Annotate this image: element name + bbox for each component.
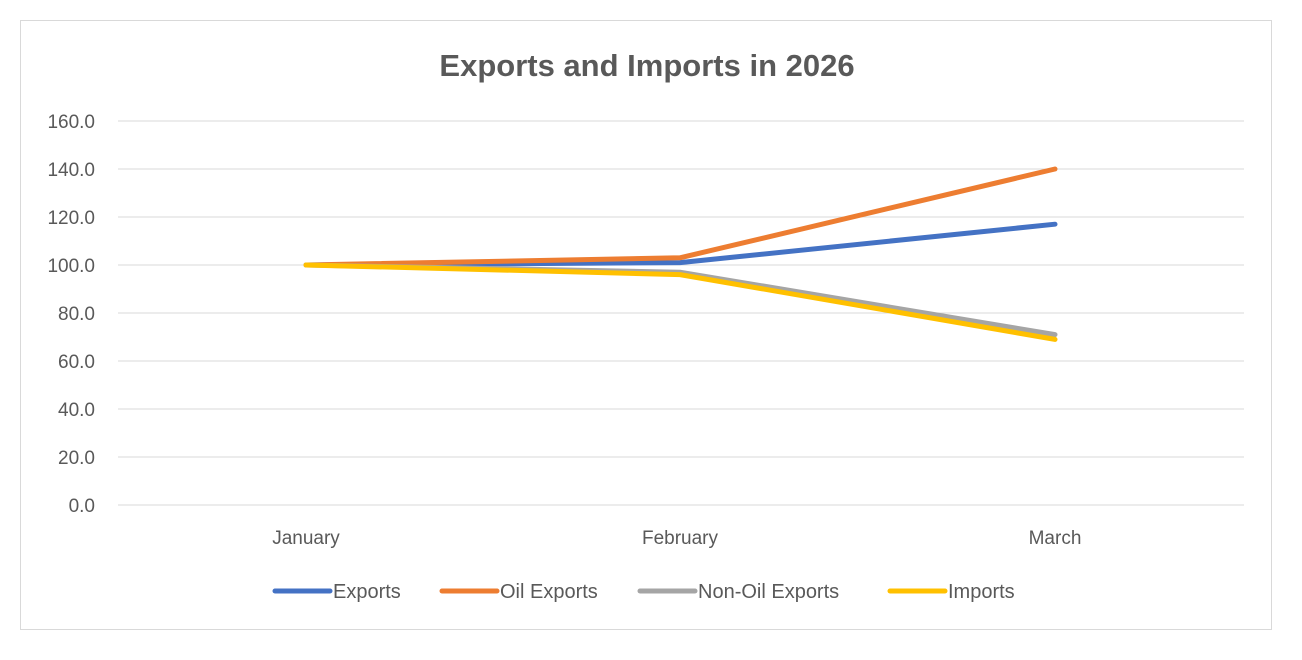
series-lines bbox=[303, 166, 1058, 342]
y-tick-label: 80.0 bbox=[58, 304, 95, 325]
y-tick-label: 100.0 bbox=[47, 256, 95, 277]
series-line-imports bbox=[303, 262, 1058, 342]
chart-frame bbox=[20, 20, 1272, 630]
legend-label: Imports bbox=[948, 581, 1015, 603]
x-tick-label: February bbox=[642, 528, 719, 549]
legend-item: Oil Exports bbox=[439, 581, 598, 603]
y-tick-label: 60.0 bbox=[58, 352, 95, 373]
y-tick-label: 20.0 bbox=[58, 448, 95, 469]
x-axis-ticks: January February March bbox=[272, 528, 1081, 549]
y-tick-label: 120.0 bbox=[47, 208, 95, 229]
y-tick-label: 40.0 bbox=[58, 400, 95, 421]
x-tick-label: March bbox=[1029, 528, 1082, 549]
legend-item: Non-Oil Exports bbox=[637, 581, 839, 603]
series-line-oil-exports bbox=[303, 166, 1058, 268]
legend-label: Non-Oil Exports bbox=[698, 581, 839, 603]
legend-label: Oil Exports bbox=[500, 581, 598, 603]
legend-label: Exports bbox=[333, 581, 401, 603]
y-tick-label: 160.0 bbox=[47, 112, 95, 133]
y-tick-label: 0.0 bbox=[69, 496, 95, 517]
x-tick-label: January bbox=[272, 528, 340, 549]
chart-title: Exports and Imports in 2026 bbox=[439, 48, 854, 83]
legend-item: Exports bbox=[272, 581, 401, 603]
y-tick-label: 140.0 bbox=[47, 160, 95, 181]
y-axis-ticks: 0.0 20.0 40.0 60.0 80.0 100.0 120.0 140.0 160.0 bbox=[47, 112, 95, 517]
legend-item: Imports bbox=[887, 581, 1015, 603]
legend: Exports Oil Exports Non-Oil Exports Imports bbox=[272, 581, 1015, 603]
gridlines bbox=[118, 120, 1244, 506]
